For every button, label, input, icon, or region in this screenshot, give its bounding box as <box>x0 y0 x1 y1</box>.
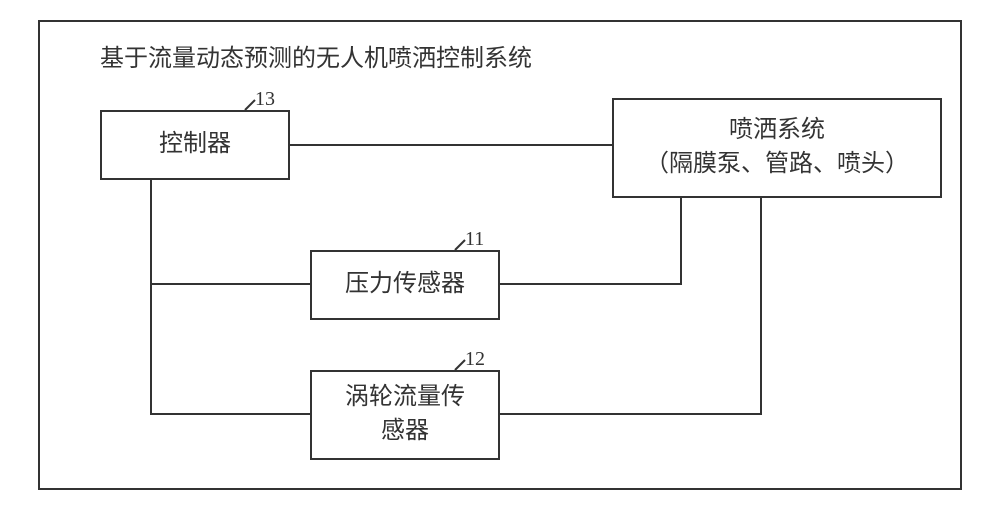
connector-6 <box>150 413 310 415</box>
connector-4 <box>680 198 682 285</box>
connector-3 <box>500 283 680 285</box>
node-pressure_sensor: 压力传感器 <box>310 250 500 320</box>
node-turbine_sensor: 涡轮流量传 感器 <box>310 370 500 460</box>
node-spray_system: 喷洒系统 （隔膜泵、管路、喷头） <box>612 98 942 198</box>
connector-5 <box>150 285 152 415</box>
connector-2 <box>150 283 310 285</box>
ref-label-controller: 13 <box>255 88 275 111</box>
ref-label-pressure_sensor: 11 <box>465 228 484 251</box>
connector-8 <box>760 198 762 415</box>
diagram-container <box>38 20 962 490</box>
connector-7 <box>500 413 760 415</box>
node-controller: 控制器 <box>100 110 290 180</box>
diagram-title: 基于流量动态预测的无人机喷洒控制系统 <box>100 38 532 73</box>
ref-label-turbine_sensor: 12 <box>465 348 485 371</box>
connector-0 <box>290 144 612 146</box>
connector-1 <box>150 180 152 285</box>
